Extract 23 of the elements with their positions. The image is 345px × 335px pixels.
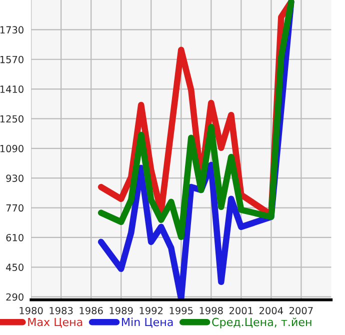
x-tick-label: 1992 <box>140 306 163 314</box>
x-tick-label: 1983 <box>50 306 73 314</box>
y-tick-label: 450 <box>6 264 24 272</box>
y-tick-label: 1250 <box>0 115 24 123</box>
y-tick-label: 770 <box>6 204 24 212</box>
y-tick-label: 610 <box>6 234 24 242</box>
x-tick-label: 2007 <box>290 306 313 314</box>
y-tick-label: 290 <box>6 293 24 301</box>
x-tick-label: 1980 <box>20 306 43 314</box>
y-tick-label: 930 <box>6 174 24 182</box>
x-tick-label: 2004 <box>260 306 283 314</box>
legend-label: Сред.Цена, т.йен <box>212 318 312 328</box>
x-tick-label: 1986 <box>80 306 103 314</box>
y-tick-label: 1410 <box>0 86 24 93</box>
x-tick-label: 1989 <box>110 306 133 314</box>
x-tick-label: 1995 <box>170 306 193 314</box>
x-tick-label: 1998 <box>200 306 223 314</box>
x-tick-label: 2001 <box>229 306 253 314</box>
legend-label: Min Цена <box>122 318 173 328</box>
y-tick-label: 1090 <box>0 144 24 152</box>
y-tick-label: 1730 <box>0 26 24 34</box>
y-tick-label: 1570 <box>0 56 24 64</box>
legend-label: Max Цена <box>28 318 82 328</box>
